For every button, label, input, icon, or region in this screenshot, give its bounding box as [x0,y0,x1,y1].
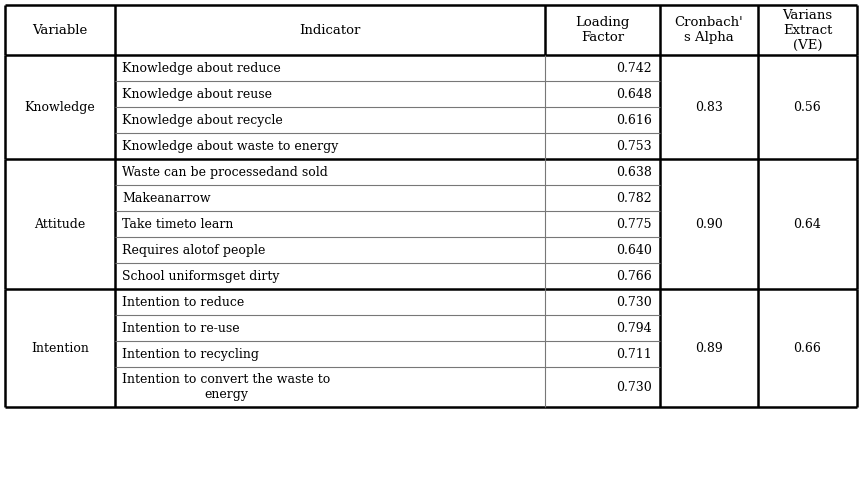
Text: Indicator: Indicator [299,23,360,36]
Text: Knowledge about reuse: Knowledge about reuse [122,88,272,101]
Text: 0.89: 0.89 [694,342,722,355]
Text: 0.616: 0.616 [616,114,651,126]
Text: Knowledge about waste to energy: Knowledge about waste to energy [122,139,338,152]
Text: Intention to re-use: Intention to re-use [122,322,239,335]
Text: Attitude: Attitude [34,218,85,231]
Text: Intention: Intention [31,342,89,355]
Text: 0.648: 0.648 [616,88,651,101]
Text: Knowledge: Knowledge [25,101,96,114]
Text: 0.90: 0.90 [694,218,722,231]
Text: 0.753: 0.753 [616,139,651,152]
Text: 0.638: 0.638 [616,165,651,178]
Text: 0.64: 0.64 [793,218,821,231]
Text: Intention to convert the waste to
energy: Intention to convert the waste to energy [122,373,330,401]
Text: 0.56: 0.56 [793,101,821,114]
Text: Waste can be processedand sold: Waste can be processedand sold [122,165,327,178]
Text: 0.730: 0.730 [616,380,651,393]
Text: 0.766: 0.766 [616,269,651,282]
Text: 0.730: 0.730 [616,295,651,308]
Text: Cronbach'
s Alpha: Cronbach' s Alpha [674,16,742,44]
Text: School uniformsget dirty: School uniformsget dirty [122,269,279,282]
Text: Intention to recycling: Intention to recycling [122,348,258,361]
Text: Take timeto learn: Take timeto learn [122,218,233,231]
Text: 0.711: 0.711 [616,348,651,361]
Text: 0.794: 0.794 [616,322,651,335]
Text: Loading
Factor: Loading Factor [574,16,629,44]
Text: Knowledge about recycle: Knowledge about recycle [122,114,282,126]
Text: Variable: Variable [33,23,88,36]
Text: 0.640: 0.640 [616,244,651,256]
Text: 0.83: 0.83 [694,101,722,114]
Text: 0.775: 0.775 [616,218,651,231]
Text: Makeanarrow: Makeanarrow [122,192,210,205]
Text: 0.782: 0.782 [616,192,651,205]
Text: Requires alotof people: Requires alotof people [122,244,265,256]
Text: 0.742: 0.742 [616,61,651,75]
Text: Intention to reduce: Intention to reduce [122,295,244,308]
Text: 0.66: 0.66 [793,342,821,355]
Text: Varians
Extract
(VE): Varians Extract (VE) [782,8,832,51]
Text: Knowledge about reduce: Knowledge about reduce [122,61,281,75]
